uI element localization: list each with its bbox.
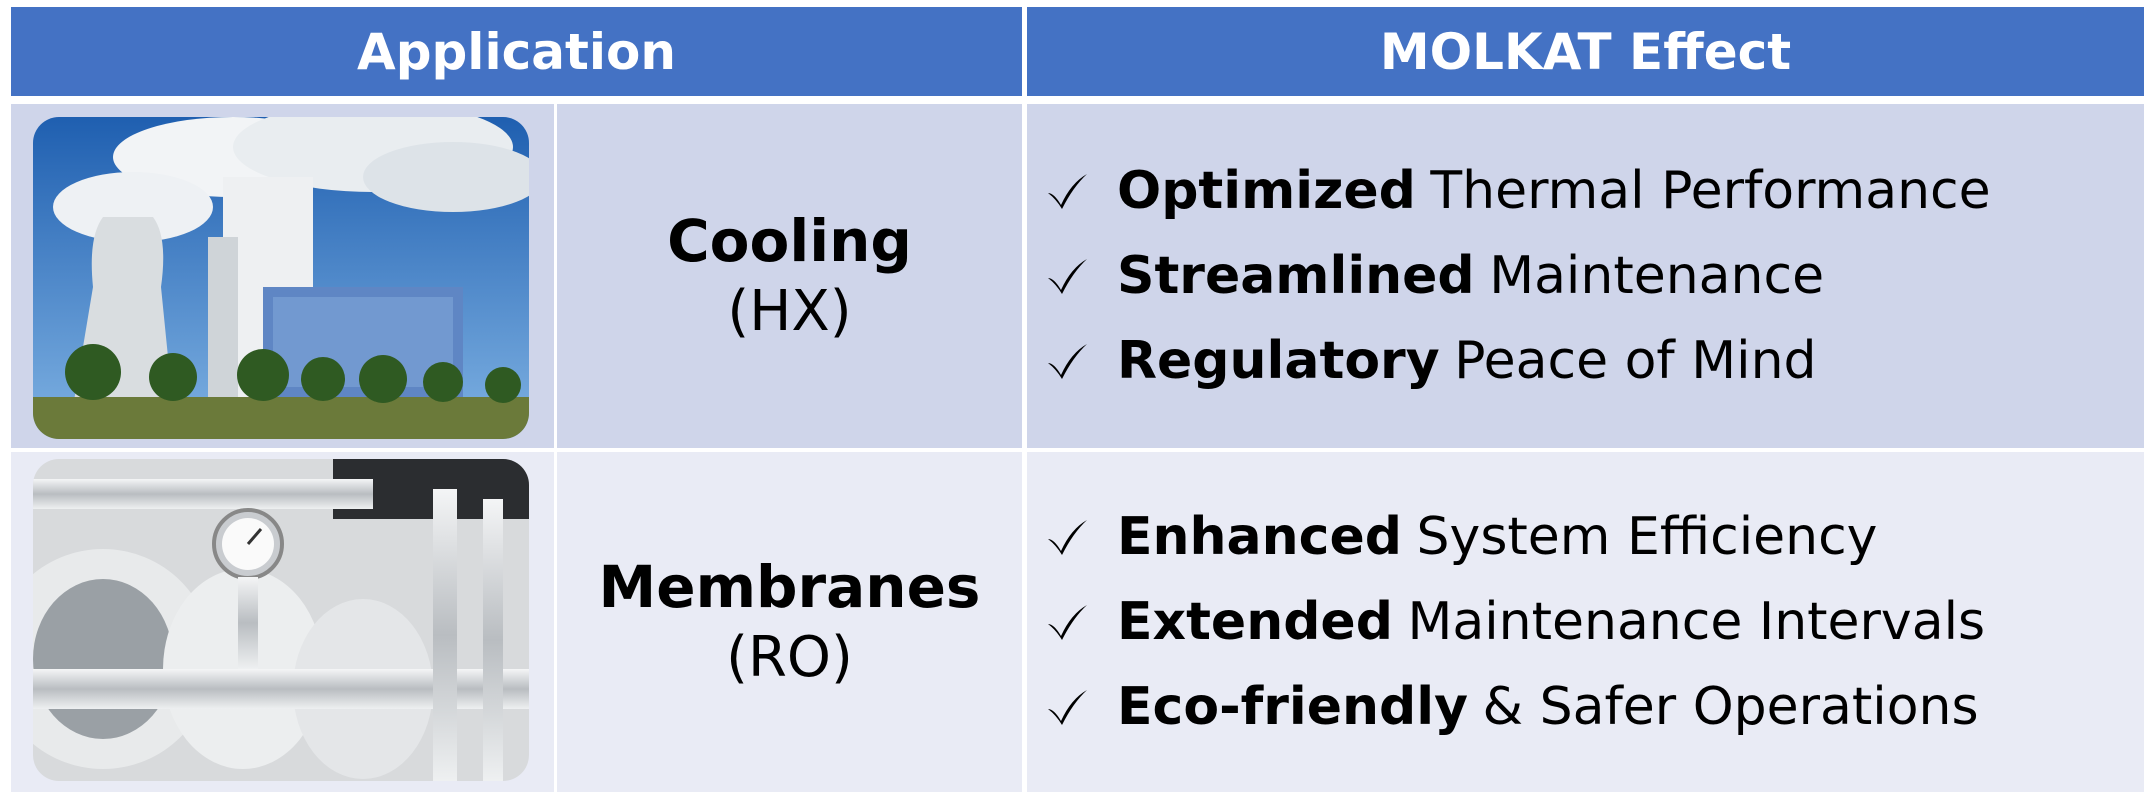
row-cell (1027, 104, 2144, 448)
label-group: Membranes (RO) (557, 551, 1022, 694)
effect-bold: Extended (1117, 592, 1393, 652)
check-icon (1048, 174, 1087, 209)
effect-bold: Streamlined (1117, 246, 1475, 306)
effect-item: Eco-friendly & Safer Operations (1048, 672, 1979, 742)
check-icon (1048, 259, 1087, 294)
effect-bold: Enhanced (1117, 507, 1402, 567)
application-code: (HX) (727, 279, 852, 345)
header-cell: Application (11, 7, 1022, 96)
application-label: Membranes (RO) (557, 452, 1022, 792)
label-group: Cooling (HX) (557, 205, 1022, 348)
check-mark (1048, 520, 1087, 555)
check-icon (1048, 344, 1087, 379)
application-name: Membranes (598, 552, 981, 621)
membranes-image (33, 459, 529, 781)
cooling-image (33, 117, 529, 439)
effect-item: Regulatory Peace of Mind (1048, 326, 1817, 396)
row-cell (1027, 452, 2144, 792)
check-icon (1048, 605, 1087, 640)
check-mark (1048, 259, 1087, 294)
check-mark (1048, 605, 1087, 640)
effect-text: System Efficiency (1416, 507, 1878, 567)
effect-bold: Regulatory (1117, 331, 1440, 391)
effect-text: Thermal Performance (1430, 161, 1991, 221)
check-mark (1048, 174, 1087, 209)
row-cell (557, 104, 1022, 448)
effect-item: Streamlined Maintenance (1048, 241, 1825, 311)
application-code: (RO) (726, 625, 853, 691)
header-text: MOLKAT Effect (1379, 22, 1792, 81)
check-icon (1048, 690, 1087, 725)
effect-bold: Eco-friendly (1117, 677, 1468, 737)
row-cell (557, 452, 1022, 792)
effect-text: Maintenance Intervals (1407, 592, 1986, 652)
check-mark (1048, 690, 1087, 725)
effect-text: & Safer Operations (1482, 677, 1979, 737)
effect-item: Extended Maintenance Intervals (1048, 587, 1986, 657)
effect-bold: Optimized (1117, 161, 1416, 221)
effect-text: Peace of Mind (1454, 331, 1817, 391)
header-cell: MOLKAT Effect (1027, 7, 2144, 96)
effect-item: Enhanced System Efficiency (1048, 502, 1878, 572)
effect-item: Optimized Thermal Performance (1048, 156, 1991, 226)
check-mark (1048, 344, 1087, 379)
header-text: Application (357, 22, 676, 81)
application-name: Cooling (667, 206, 912, 275)
effect-text: Maintenance (1489, 246, 1825, 306)
application-label: Cooling (HX) (557, 104, 1022, 448)
check-icon (1048, 520, 1087, 555)
